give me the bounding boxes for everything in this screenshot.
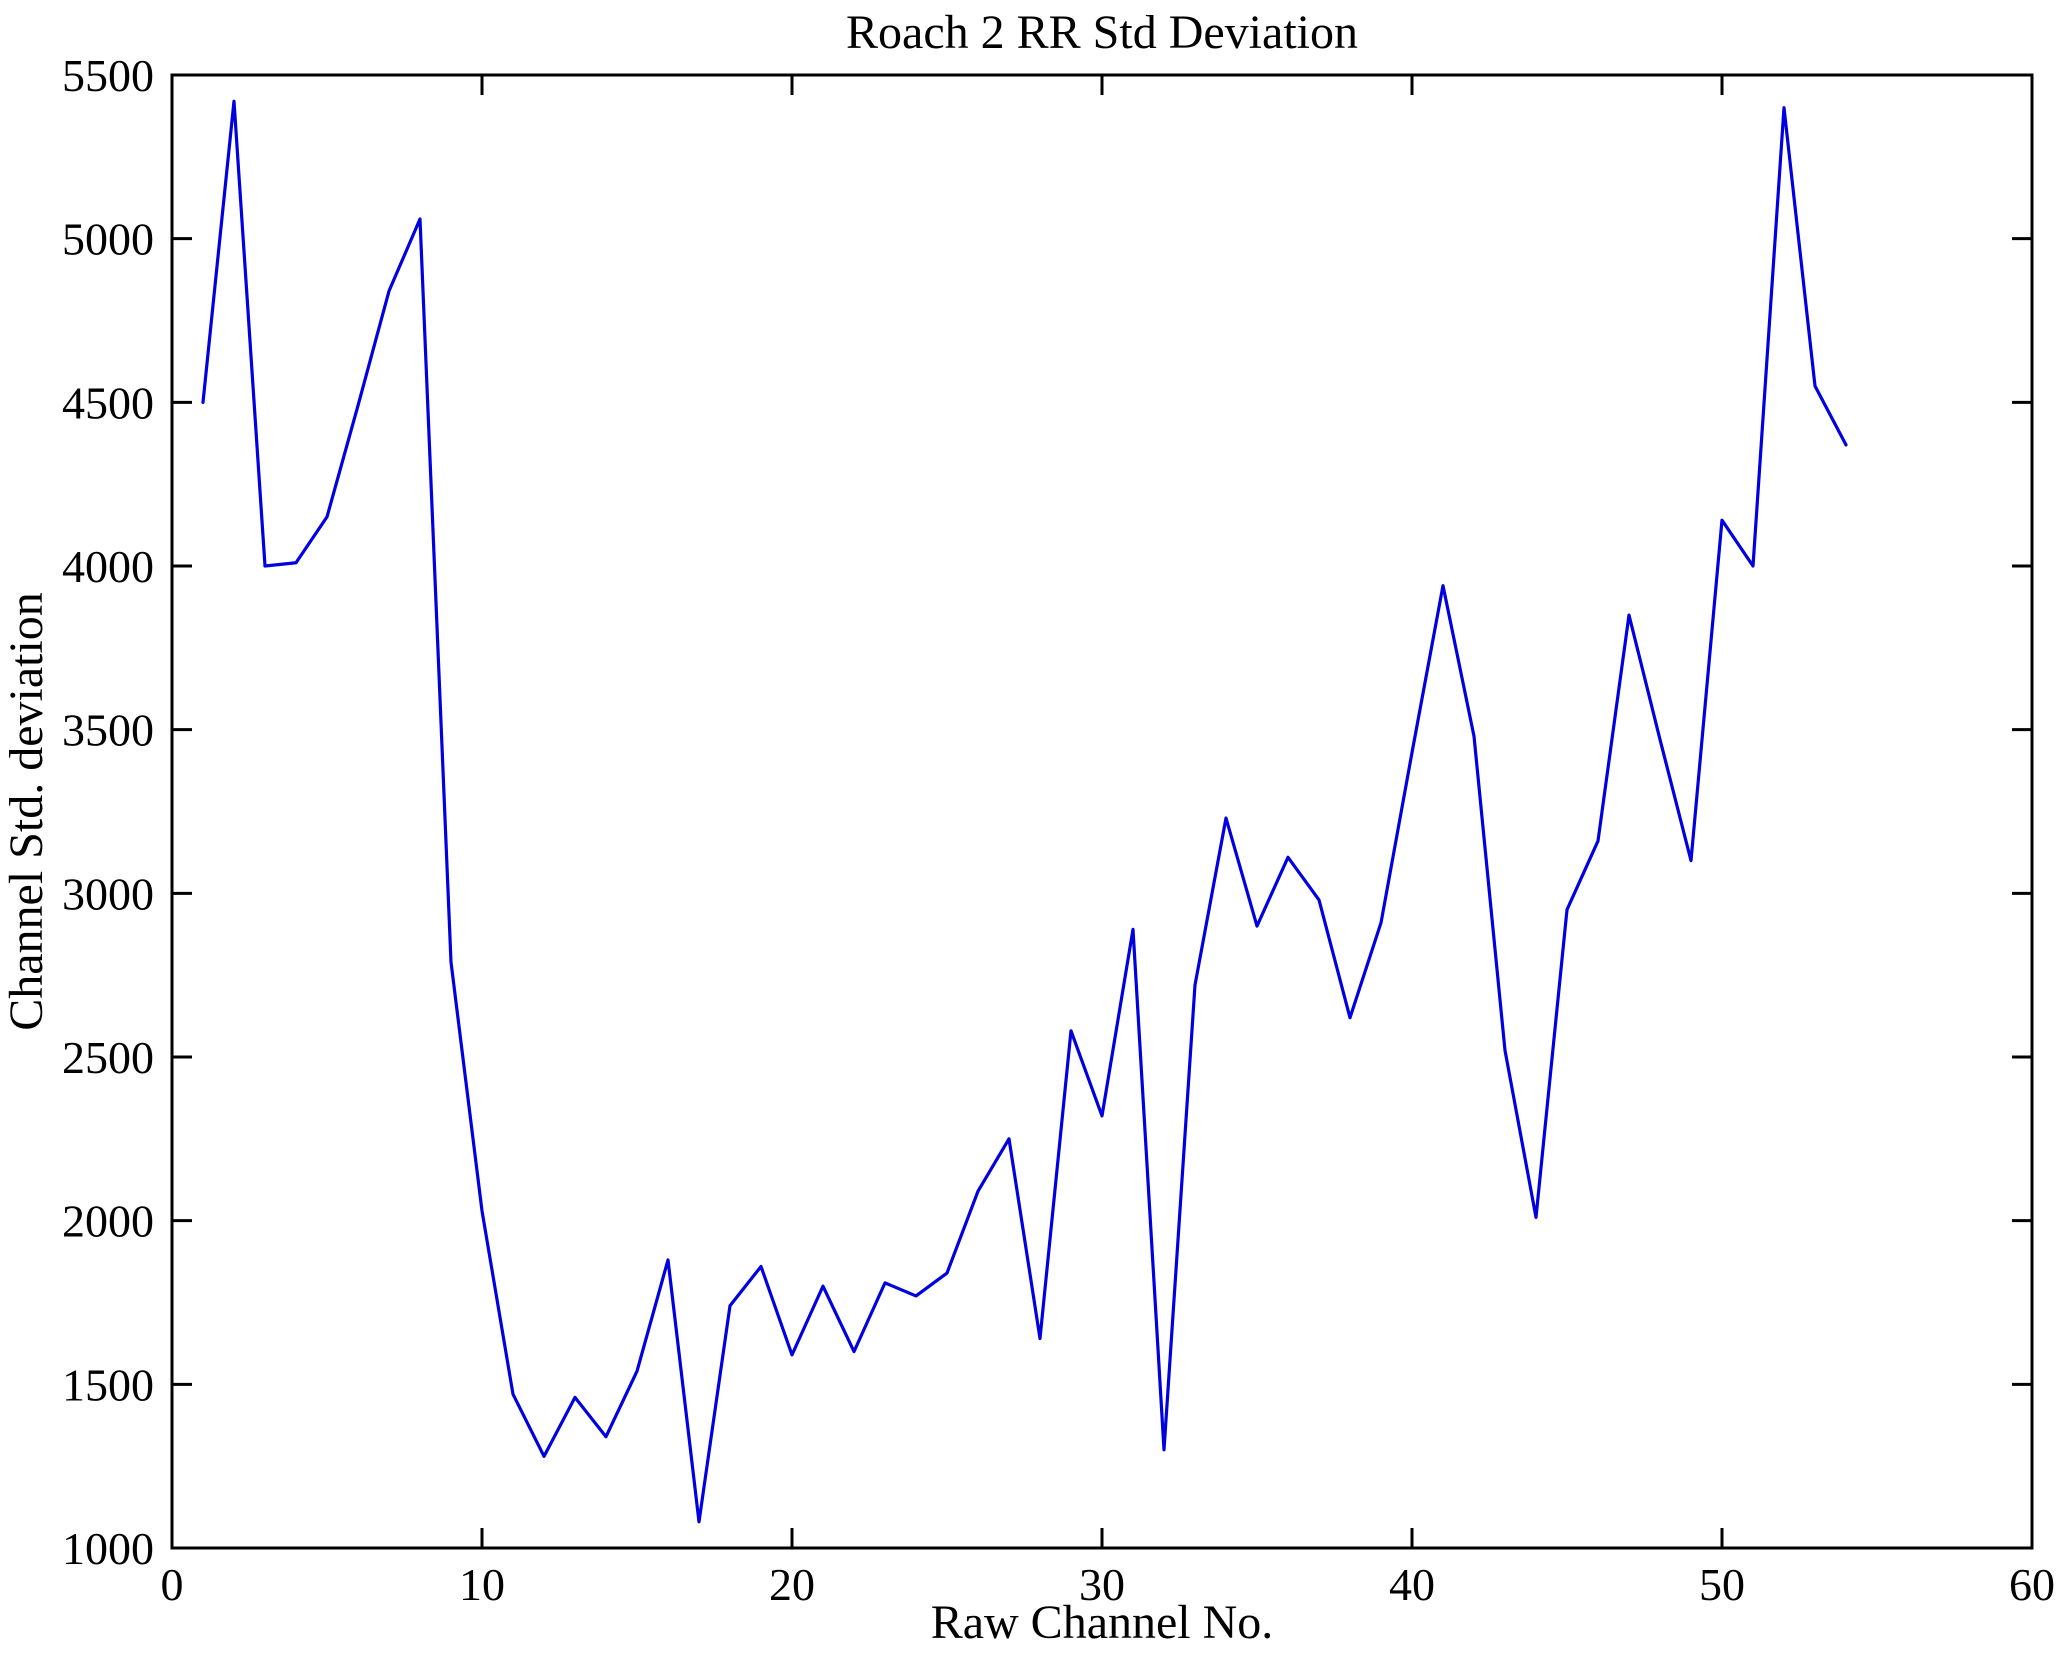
y-tick-label: 1500	[62, 1359, 154, 1410]
y-tick-label: 4500	[62, 377, 154, 428]
axes-box	[170, 73, 2034, 1550]
y-tick-label: 4000	[62, 541, 154, 592]
axis-ticks	[170, 73, 2034, 1550]
x-tick-label: 20	[769, 1559, 815, 1610]
y-axis-label: Channel Std. deviation	[0, 592, 53, 1031]
y-tick-label: 2000	[62, 1196, 154, 1247]
x-tick-label: 40	[1389, 1559, 1435, 1610]
x-tick-label: 30	[1079, 1559, 1125, 1610]
x-axis-label: Raw Channel No.	[931, 1596, 1274, 1649]
x-tick-label: 0	[161, 1559, 184, 1610]
y-tick-label: 5000	[62, 214, 154, 265]
data-line-channel-std-deviation	[201, 99, 1848, 1524]
chart-title: Roach 2 RR Std Deviation	[846, 6, 1358, 59]
plot-area-frame	[170, 73, 2034, 1550]
data-series	[201, 99, 1848, 1524]
y-tick-label: 3500	[62, 705, 154, 756]
axis-tick-labels: 0 10 20 30 40 50 60 1000 1500 2000 2500 3000 3500 400…	[62, 50, 2055, 1610]
y-tick-label: 1000	[62, 1523, 154, 1574]
x-tick-label: 50	[1699, 1559, 1745, 1610]
x-tick-label: 10	[459, 1559, 505, 1610]
y-tick-label: 3000	[62, 868, 154, 919]
y-tick-label: 5500	[62, 50, 154, 101]
x-tick-label: 60	[2009, 1559, 2055, 1610]
y-tick-label: 2500	[62, 1032, 154, 1083]
